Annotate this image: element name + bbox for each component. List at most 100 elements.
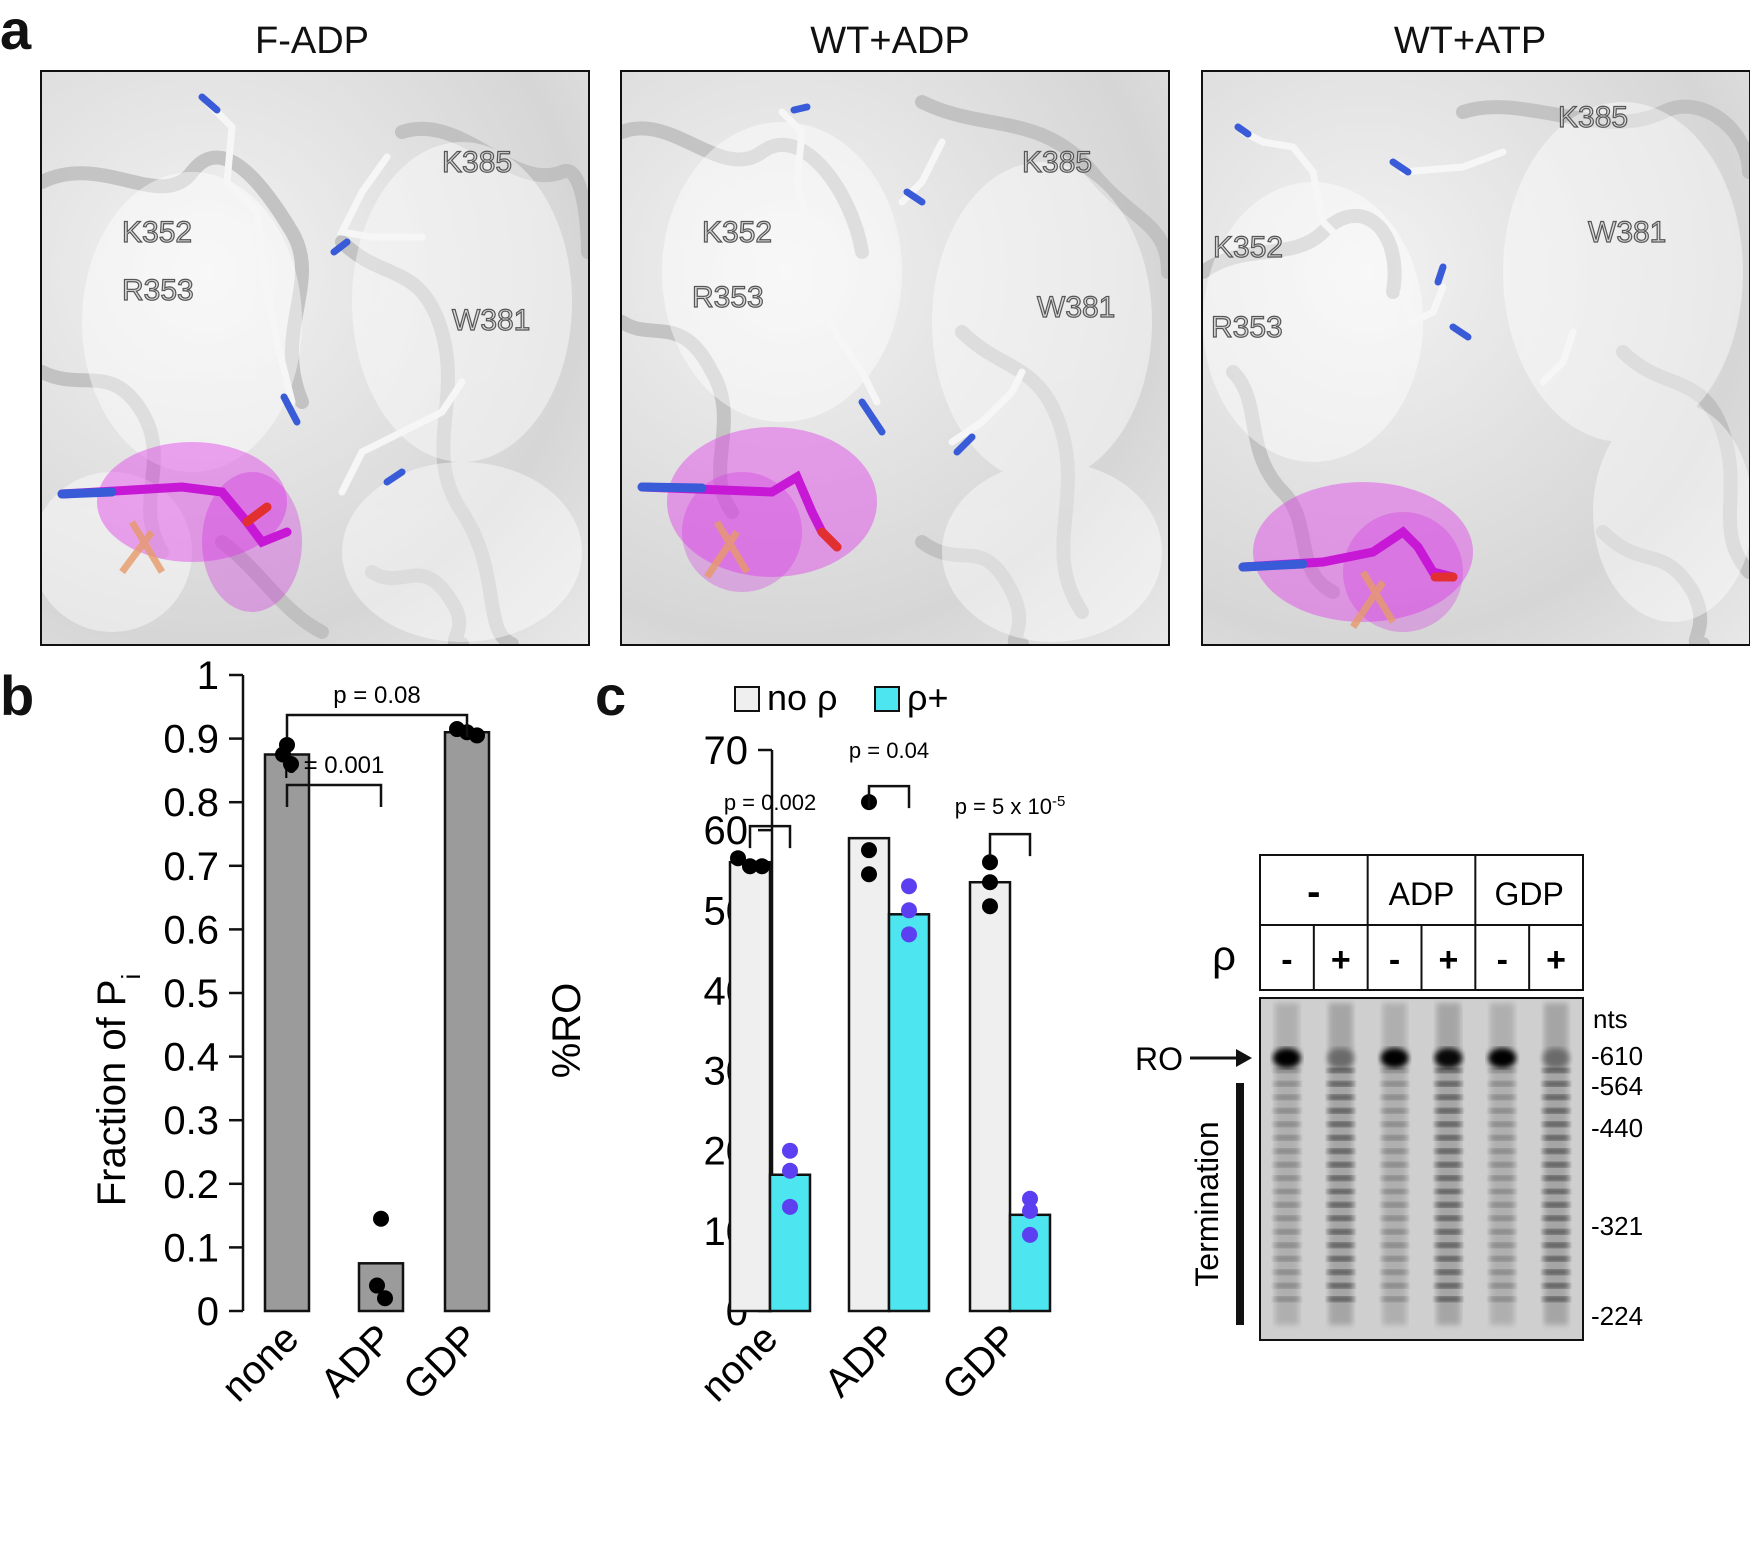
- chart-c-point: [982, 898, 998, 915]
- gel-band: [1489, 1148, 1516, 1154]
- chart-c-bar-adp-no-rho: [847, 836, 891, 1313]
- gel-ro-band: [1326, 1048, 1355, 1068]
- structure-f-adp-render: [42, 93, 588, 644]
- gel-band: [1435, 1296, 1462, 1302]
- gel-band: [1489, 1162, 1516, 1168]
- gel-band: [1327, 1135, 1354, 1141]
- gel-band: [1489, 1242, 1516, 1248]
- gel-body: [1259, 997, 1584, 1341]
- gel-band: [1489, 1256, 1516, 1262]
- chart-b-ytick-label: 0.4: [163, 1036, 219, 1080]
- gel-band: [1327, 1296, 1354, 1302]
- gel-marker-label: -564: [1591, 1071, 1643, 1101]
- gel-band: [1543, 1242, 1570, 1248]
- gel-band: [1435, 1229, 1462, 1235]
- gel-band: [1543, 1108, 1570, 1114]
- gel-band: [1327, 1242, 1354, 1248]
- chart-b-bar-none: [263, 753, 311, 1313]
- panel-a2-title: WT+ADP: [810, 20, 970, 62]
- gel-lane: [1488, 1003, 1517, 1325]
- chart-c-sig-label: p = 0.04: [849, 738, 929, 763]
- gel-band: [1273, 1242, 1300, 1248]
- legend-label-no-rho: no ρ: [767, 677, 838, 718]
- gel-band: [1381, 1269, 1408, 1275]
- gel-band: [1543, 1121, 1570, 1127]
- gel-band: [1273, 1296, 1300, 1302]
- gel-marker-label: -440: [1591, 1113, 1643, 1143]
- gel-band: [1435, 1202, 1462, 1208]
- gel-band: [1543, 1148, 1570, 1154]
- panel-a1-title: F-ADP: [255, 20, 369, 62]
- chart-c-bar-none-no-rho: [728, 860, 772, 1313]
- chart-c-point: [730, 850, 746, 867]
- gel-band: [1273, 1215, 1300, 1221]
- gel-band: [1489, 1229, 1516, 1235]
- gel-band: [1435, 1189, 1462, 1194]
- gel-band: [1381, 1242, 1408, 1248]
- gel-band: [1327, 1189, 1354, 1194]
- gel-lane: [1326, 1003, 1355, 1325]
- gel-band: [1435, 1269, 1462, 1275]
- chart-b-point: [377, 1290, 393, 1307]
- gel-band: [1273, 1148, 1300, 1154]
- label-r353: R353: [1211, 311, 1283, 344]
- chart-c-point: [861, 866, 877, 883]
- gel-band: [1435, 1242, 1462, 1248]
- gel-ro-band: [1272, 1048, 1301, 1068]
- gel-band: [1489, 1189, 1516, 1194]
- chart-c-point: [1022, 1190, 1038, 1207]
- gel-rho-value: -: [1281, 941, 1292, 979]
- chart-b-y-axis-label: Fraction of Pi: [90, 974, 146, 1207]
- chart-c-point: [782, 1198, 798, 1215]
- label-k352: K352: [702, 216, 772, 249]
- chart-c-sig-bracket: [988, 832, 1032, 857]
- gel-band: [1327, 1175, 1354, 1181]
- chart-c-sig-label: p = 5 x 10-5: [955, 793, 1066, 820]
- gel-band: [1327, 1269, 1354, 1275]
- gel-band: [1435, 1135, 1462, 1141]
- gel-band: [1435, 1162, 1462, 1168]
- gel-band: [1273, 1068, 1300, 1073]
- gel-band: [1327, 1256, 1354, 1262]
- structure-f-adp-labels: K385 K352 R353 W381: [121, 145, 531, 337]
- gel-band: [1435, 1068, 1462, 1073]
- chart-c-point: [901, 902, 917, 919]
- gel-band: [1273, 1283, 1300, 1289]
- gel-band: [1273, 1202, 1300, 1208]
- gel-band: [1543, 1094, 1570, 1100]
- gel-band: [1543, 1081, 1570, 1087]
- chart-b-ytick-label: 1: [197, 654, 219, 698]
- label-k352: K352: [1213, 231, 1283, 264]
- chart-b-ylabel-sub: i: [116, 974, 146, 980]
- gel-band: [1489, 1108, 1516, 1114]
- gel-band: [1273, 1175, 1300, 1181]
- chart-b-sig-none-adp: [285, 783, 383, 807]
- gel-ro-band: [1434, 1048, 1463, 1068]
- gel-band: [1543, 1215, 1570, 1221]
- chart-c-point: [982, 874, 998, 891]
- gel-band: [1489, 1121, 1516, 1127]
- gel-band: [1435, 1121, 1462, 1127]
- panel-a-letter: a: [0, 0, 32, 61]
- gel-rho-value: -: [1497, 941, 1508, 979]
- structure-wt-adp-labels: K385 K352 R353 W381: [691, 145, 1116, 324]
- chart-c-ytick-label: 70: [704, 729, 749, 773]
- gel-band: [1327, 1202, 1354, 1208]
- chart-b-xtick-label: ADP: [312, 1316, 401, 1405]
- chart-b-xtick-label: none: [213, 1316, 307, 1410]
- gel-band: [1543, 1202, 1570, 1208]
- chart-b-ytick-label: 0.5: [163, 972, 219, 1016]
- gel-band: [1543, 1283, 1570, 1289]
- gel-band: [1273, 1094, 1300, 1100]
- legend-swatch-no-rho: [734, 686, 760, 712]
- gel-lane: [1542, 1003, 1571, 1325]
- gel-marker-label: -224: [1591, 1301, 1643, 1331]
- gel-band: [1435, 1081, 1462, 1087]
- gel-rho-value: +: [1331, 941, 1351, 979]
- chart-b-point: [373, 1210, 389, 1227]
- gel-band: [1543, 1229, 1570, 1235]
- chart-b-ylabel-main: Fraction of P: [90, 980, 134, 1207]
- gel-band: [1543, 1256, 1570, 1262]
- gel-band: [1489, 1175, 1516, 1181]
